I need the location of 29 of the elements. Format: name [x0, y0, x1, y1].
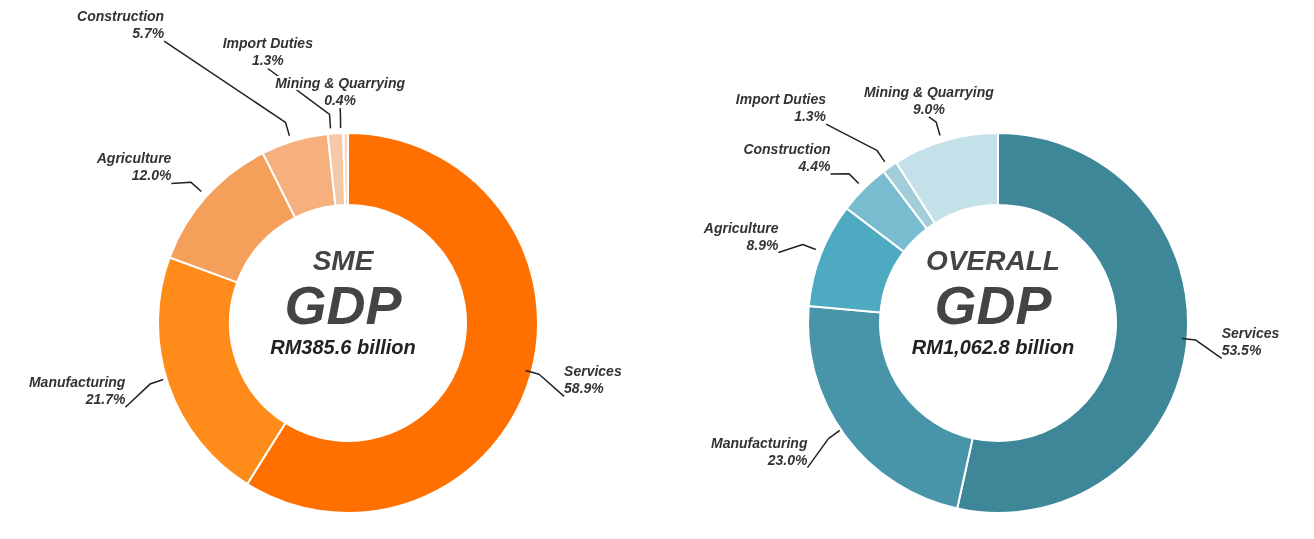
data-label: 53.5%: [1221, 342, 1262, 359]
data-label: 1.3%: [251, 52, 285, 69]
slice-label: Manufacturing: [711, 434, 808, 451]
slice-label: Mining & Quarrying: [863, 83, 995, 100]
data-label: 58.9%: [564, 380, 605, 397]
data-label: 5.7%: [132, 25, 165, 42]
slice-label: Services: [564, 363, 622, 380]
text: GDP: [933, 275, 1053, 335]
slice-label: Construction: [77, 8, 165, 25]
data-label: 0.4%: [324, 92, 357, 109]
slice-label: Agriculture: [95, 150, 172, 167]
slice-label: Construction: [743, 141, 831, 158]
data-label: 1.3%: [794, 108, 827, 125]
data-label: 8.9%: [746, 236, 779, 253]
data-label: 9.0%: [912, 100, 946, 117]
text: SME: [311, 245, 375, 276]
data-label: 12.0%: [131, 167, 172, 184]
data-label: 23.0%: [766, 451, 809, 468]
slice-label: Services: [1221, 325, 1280, 342]
text: GDP: [283, 275, 403, 335]
slice-label: Import Duties: [735, 91, 827, 108]
text: RM385.6 billion: [269, 335, 417, 360]
data-label: 21.7%: [84, 391, 126, 408]
slice-label: Import Duties: [222, 35, 314, 52]
text: RM1,062.8 billion: [910, 335, 1076, 360]
text: OVERALL: [925, 245, 1061, 276]
slice-label: Manufacturing: [28, 374, 126, 391]
slice-label: Agriculture: [702, 219, 779, 236]
data-label: 4.4%: [797, 158, 832, 175]
